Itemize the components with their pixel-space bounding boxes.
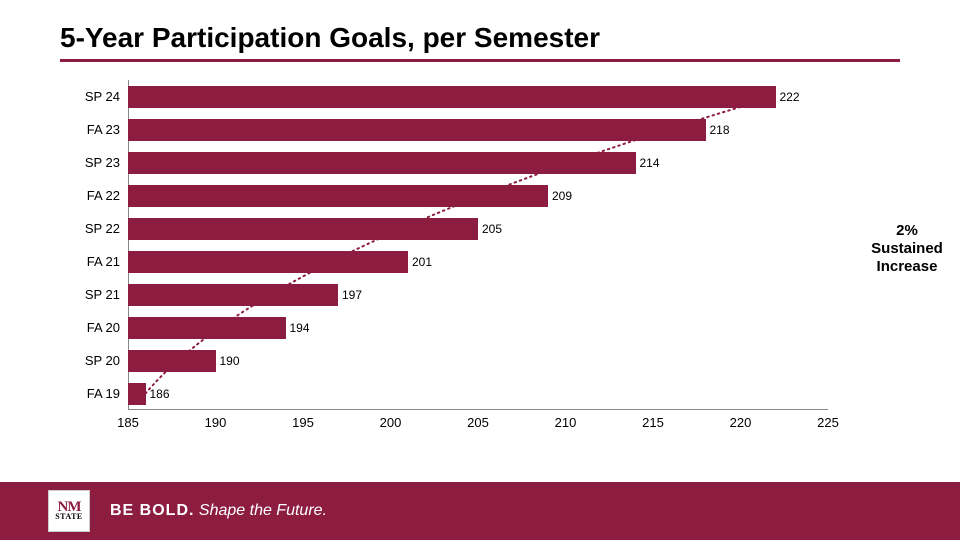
bar [128, 185, 548, 207]
x-tick-label: 190 [205, 415, 227, 430]
category-label: SP 22 [70, 212, 128, 245]
bar-chart: SP 24 222 FA 23 218 SP 23 214 FA 22 209 SP 22 205… [70, 80, 840, 440]
x-tick-label: 225 [817, 415, 839, 430]
bar-value-label: 201 [408, 251, 432, 273]
tagline-bold: BE BOLD. [110, 502, 194, 519]
tagline: BE BOLD. Shape the Future. [110, 502, 327, 520]
bar [128, 86, 776, 108]
category-label: SP 24 [70, 80, 128, 113]
bar [128, 350, 216, 372]
bar [128, 152, 636, 174]
bar [128, 251, 408, 273]
category-label: SP 20 [70, 344, 128, 377]
bar-value-label: 205 [478, 218, 502, 240]
tagline-light: Shape the Future. [199, 502, 327, 519]
nmsu-logo: NM STATE [48, 490, 90, 532]
bar [128, 284, 338, 306]
bar [128, 218, 478, 240]
bar-value-label: 222 [776, 86, 800, 108]
bar-value-label: 218 [706, 119, 730, 141]
bar-value-label: 186 [146, 383, 170, 405]
x-tick-label: 215 [642, 415, 664, 430]
category-label: FA 21 [70, 245, 128, 278]
x-tick-label: 210 [555, 415, 577, 430]
annotation-line1: 2% [862, 222, 952, 240]
annotation-text: 2% Sustained Increase [862, 222, 952, 276]
category-label: FA 23 [70, 113, 128, 146]
title-underline [60, 59, 900, 62]
bar-value-label: 194 [286, 317, 310, 339]
bar [128, 317, 286, 339]
x-tick-label: 205 [467, 415, 489, 430]
x-tick-label: 185 [117, 415, 139, 430]
x-tick-label: 200 [380, 415, 402, 430]
category-label: FA 22 [70, 179, 128, 212]
annotation-line2: Sustained [862, 240, 952, 258]
x-tick-label: 220 [730, 415, 752, 430]
category-label: FA 19 [70, 377, 128, 410]
category-label: SP 21 [70, 278, 128, 311]
bar-value-label: 214 [636, 152, 660, 174]
category-label: SP 23 [70, 146, 128, 179]
x-tick-label: 195 [292, 415, 314, 430]
bar [128, 119, 706, 141]
logo-state: STATE [55, 514, 83, 521]
annotation-line3: Increase [862, 258, 952, 276]
bar-value-label: 209 [548, 185, 572, 207]
bar [128, 383, 146, 405]
bar-value-label: 197 [338, 284, 362, 306]
category-label: FA 20 [70, 311, 128, 344]
footer-bar: NM STATE BE BOLD. Shape the Future. [0, 482, 960, 540]
bar-value-label: 190 [216, 350, 240, 372]
page-title: 5-Year Participation Goals, per Semester [60, 22, 600, 54]
